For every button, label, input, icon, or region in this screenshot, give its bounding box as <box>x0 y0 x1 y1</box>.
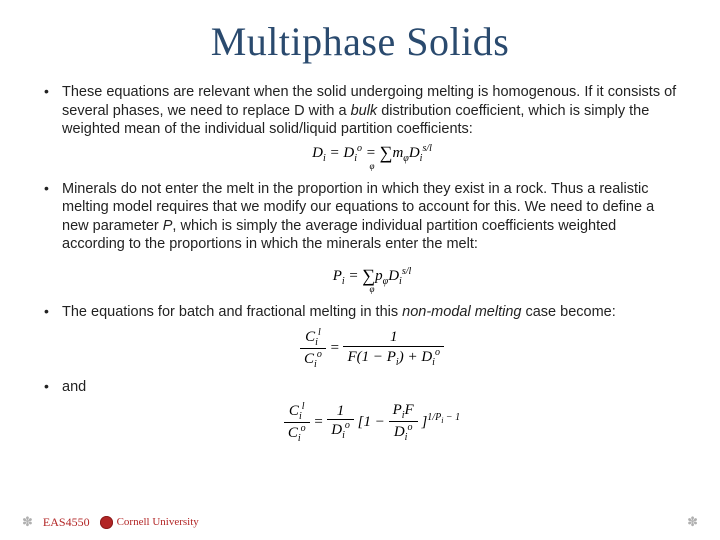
equation-4: Cil Cio = 1 Dio [1 − PiF Dio ]1/Pi − 1 <box>62 401 682 444</box>
eq4-over-D: D <box>394 424 405 440</box>
course-code: EAS4550 <box>43 515 90 530</box>
bullet-4-text: and <box>62 379 86 395</box>
bullet-4: and Cil Cio = 1 Dio [1 − PiF Dio ]1/Pi −… <box>38 378 682 444</box>
eq2-eq: = <box>345 268 363 284</box>
eq4-F: F <box>405 402 414 418</box>
eq2-i2: i <box>399 276 402 287</box>
eq1-eq1: = <box>326 145 344 161</box>
eq3-rhs-F: F <box>347 349 356 365</box>
eq4-den-sub: i <box>298 433 301 444</box>
eq3-rhs-close: ) + <box>399 349 422 365</box>
equation-2: Pi = ∑pφDis/l φ <box>62 266 682 295</box>
eq3-num-C: C <box>305 329 315 345</box>
eq2-sum: ∑ <box>362 265 375 285</box>
bullet-list: These equations are relevant when the so… <box>38 83 682 444</box>
bullet-1-bulk: bulk <box>351 103 378 119</box>
eq3-rhs-D: D <box>421 349 432 365</box>
slide: Multiphase Solids These equations are re… <box>0 0 720 540</box>
eq4-rhs-frac1: 1 Dio <box>327 403 354 442</box>
eq4-den-C: C <box>288 425 298 441</box>
eq4-num-sup: l <box>302 401 305 412</box>
eq4-den-sup: o <box>301 423 306 434</box>
equation-3: Cil Cio = 1 F(1 − Pi) + Dio <box>62 327 682 370</box>
footer-left: ✽ EAS4550 Cornell University <box>22 514 199 530</box>
eq1-D2: D <box>343 145 354 161</box>
eq2-p: p <box>375 268 383 284</box>
seal-icon <box>100 516 113 529</box>
eq3-rhs-P: P <box>387 349 396 365</box>
eq3-rhs-num: 1 <box>343 329 444 347</box>
eq3-num-sup: l <box>318 327 321 338</box>
eq4-eq: = <box>313 414 327 430</box>
eq4-rhs-Dsub: i <box>342 430 345 441</box>
eq1-sum: ∑ <box>380 142 393 162</box>
bullet-3-text-b: case become: <box>521 304 615 320</box>
eq4-exp-num: 1/P <box>427 412 441 423</box>
eq1-eq2: = <box>362 145 380 161</box>
eq1-D3: D <box>409 145 420 161</box>
eq4-rhs-Dsup: o <box>345 420 350 431</box>
eq4-num-sub: i <box>299 411 302 422</box>
eq3-rhs-frac: 1 F(1 − Pi) + Dio <box>343 329 444 368</box>
flower-icon-left: ✽ <box>22 514 33 530</box>
eq1-m: m <box>392 145 403 161</box>
eq4-exp-tail: − 1 <box>443 412 460 423</box>
eq2-P: P <box>333 268 342 284</box>
eq4-num-C: C <box>289 403 299 419</box>
eq1-sl: s/l <box>422 143 431 154</box>
eq1-i2: i <box>354 153 357 164</box>
bullet-3-text-a: The equations for batch and fractional m… <box>62 304 402 320</box>
university-name: Cornell University <box>117 516 199 528</box>
eq1-sumsub: φ <box>62 162 682 172</box>
eq4-over-Dsup: o <box>407 422 412 433</box>
eq3-rhs-Di: i <box>432 357 435 368</box>
eq3-rhs-Do: o <box>435 347 440 358</box>
eq4-bopen: [1 − <box>358 414 389 430</box>
slide-title: Multiphase Solids <box>38 18 682 65</box>
eq3-eq: = <box>330 340 344 356</box>
eq3-den-sub: i <box>314 359 317 370</box>
bullet-3: The equations for batch and fractional m… <box>38 303 682 371</box>
eq2-sl: s/l <box>402 266 411 277</box>
eq3-den-C: C <box>304 351 314 367</box>
eq3-num-sub: i <box>315 337 318 348</box>
eq4-rhs-frac2: PiF Dio <box>389 402 418 443</box>
university-brand: Cornell University <box>100 516 199 529</box>
slide-footer: ✽ EAS4550 Cornell University ✽ <box>0 514 720 530</box>
bullet-3-nonmodal: non-modal melting <box>402 304 521 320</box>
eq3-den-sup: o <box>317 349 322 360</box>
eq2-D: D <box>388 268 399 284</box>
eq3-rhs-open: (1 − <box>357 349 387 365</box>
eq3-lhs-frac: Cil Cio <box>300 327 326 370</box>
flower-icon-right: ✽ <box>687 514 698 530</box>
bullet-2-P: P <box>163 218 173 234</box>
eq4-P: P <box>393 402 402 418</box>
eq4-lhs-frac: Cil Cio <box>284 401 310 444</box>
eq2-sumsub: φ <box>62 285 682 295</box>
bullet-1: These equations are relevant when the so… <box>38 83 682 172</box>
equation-1: Di = Dio = ∑mφDis/l φ <box>62 143 682 172</box>
eq4-rhs-1: 1 <box>327 403 354 421</box>
eq4-over-Dsub: i <box>405 432 408 443</box>
eq4-rhs-D: D <box>331 422 342 438</box>
eq1-i3: i <box>420 153 423 164</box>
bullet-2: Minerals do not enter the melt in the pr… <box>38 180 682 295</box>
eq1-D: D <box>312 145 323 161</box>
